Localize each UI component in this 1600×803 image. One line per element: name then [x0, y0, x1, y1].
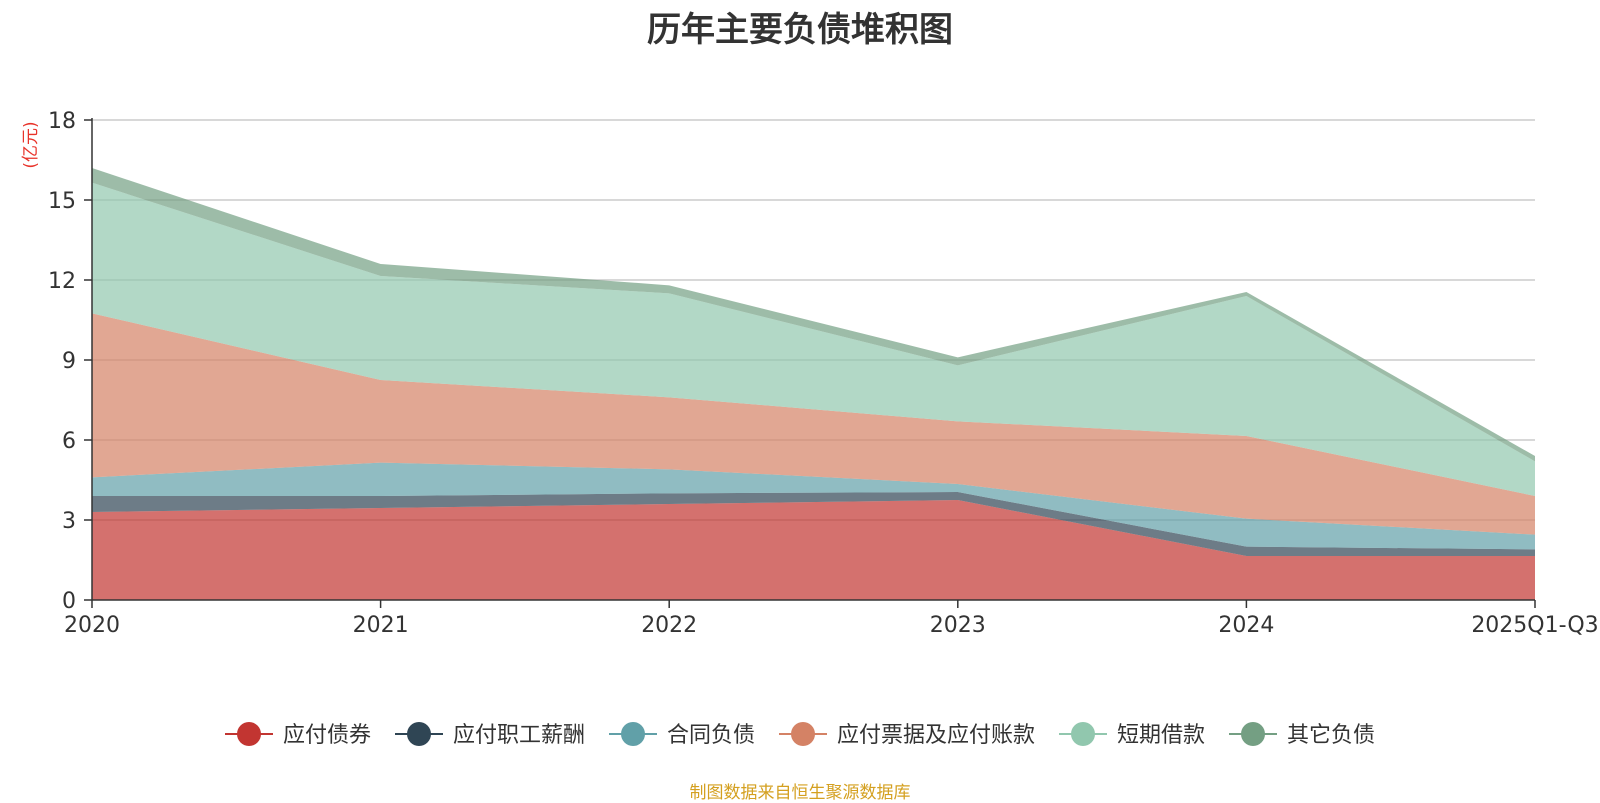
legend-circle-icon [407, 722, 431, 746]
area-series-1 [92, 492, 1535, 556]
legend-circle-icon [791, 722, 815, 746]
legend-label: 其它负债 [1287, 723, 1375, 748]
area-series-3 [92, 313, 1535, 535]
y-tick-label: 0 [62, 589, 76, 614]
legend-label: 合同负债 [667, 723, 755, 748]
x-tick-label: 2020 [64, 613, 120, 638]
legend-item-2[interactable]: 合同负债 [609, 722, 755, 748]
area-series-0 [92, 500, 1535, 600]
x-tick-label: 2022 [641, 613, 697, 638]
y-tick-label: 9 [62, 349, 76, 374]
legend-circle-icon [1071, 722, 1095, 746]
x-tick-label: 2021 [353, 613, 409, 638]
legend-circle-icon [237, 722, 261, 746]
legend-circle-icon [621, 722, 645, 746]
y-tick-label: 12 [48, 269, 76, 294]
source-note: 制图数据来自恒生聚源数据库 [689, 783, 911, 803]
legend-circle-icon [1241, 722, 1265, 746]
area-series-4 [92, 182, 1535, 496]
legend-label: 短期借款 [1117, 723, 1205, 748]
legend-item-3[interactable]: 应付票据及应付账款 [779, 722, 1035, 748]
area-series-2 [92, 462, 1535, 550]
y-tick-label: 15 [48, 189, 76, 214]
y-axis-unit-label: (亿元) [21, 121, 41, 168]
x-tick-label: 2023 [930, 613, 986, 638]
chart-title: 历年主要负债堆积图 [647, 10, 953, 50]
axes: 0 3 6 9 12 15 18 2020 2021 2022 2023 2024 2025Q1-Q3 [48, 109, 1599, 638]
legend[interactable]: 应付债券 应付职工薪酬 合同负债 应付票据及应付账款 短期借款 其它负债 [225, 722, 1375, 748]
legend-label: 应付票据及应付账款 [837, 723, 1035, 748]
legend-label: 应付债券 [283, 723, 371, 748]
x-tick-label: 2025Q1-Q3 [1471, 613, 1598, 638]
area-series-group [92, 168, 1535, 600]
legend-label: 应付职工薪酬 [453, 723, 585, 748]
y-tick-label: 6 [62, 429, 76, 454]
legend-item-4[interactable]: 短期借款 [1059, 722, 1205, 748]
legend-item-0[interactable]: 应付债券 [225, 722, 371, 748]
legend-item-1[interactable]: 应付职工薪酬 [395, 722, 585, 748]
x-tick-label: 2024 [1218, 613, 1274, 638]
legend-item-5[interactable]: 其它负债 [1229, 722, 1375, 748]
y-tick-label: 3 [62, 509, 76, 534]
y-tick-label: 18 [48, 109, 76, 134]
